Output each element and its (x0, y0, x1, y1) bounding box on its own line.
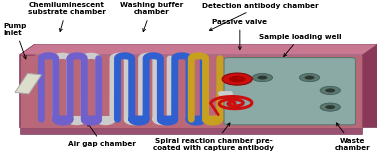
Text: Pump
inlet: Pump inlet (4, 23, 27, 59)
Polygon shape (20, 55, 362, 128)
Circle shape (257, 76, 267, 80)
Text: Air gap chamber: Air gap chamber (68, 123, 136, 147)
Circle shape (252, 73, 273, 82)
Text: Waste
chamber: Waste chamber (335, 123, 371, 151)
Circle shape (222, 73, 252, 85)
Text: Washing buffer
chamber: Washing buffer chamber (120, 2, 183, 32)
Text: Spiral reaction chamber pre-
coated with capture antibody: Spiral reaction chamber pre- coated with… (153, 123, 274, 151)
Polygon shape (362, 44, 377, 128)
Polygon shape (15, 73, 42, 94)
Text: Detection antibody chamber: Detection antibody chamber (202, 3, 319, 30)
Circle shape (325, 89, 335, 92)
Circle shape (320, 86, 341, 95)
Circle shape (320, 103, 341, 111)
Circle shape (299, 73, 320, 82)
Polygon shape (20, 44, 377, 55)
Circle shape (229, 76, 245, 82)
Text: Chemiluminescent
substrate chamber: Chemiluminescent substrate chamber (28, 2, 105, 32)
Polygon shape (20, 44, 35, 128)
Circle shape (305, 76, 314, 80)
Polygon shape (20, 128, 362, 134)
Circle shape (325, 105, 335, 109)
Text: Passive valve: Passive valve (212, 18, 267, 50)
Text: Sample loading well: Sample loading well (259, 34, 341, 57)
FancyBboxPatch shape (224, 58, 355, 125)
